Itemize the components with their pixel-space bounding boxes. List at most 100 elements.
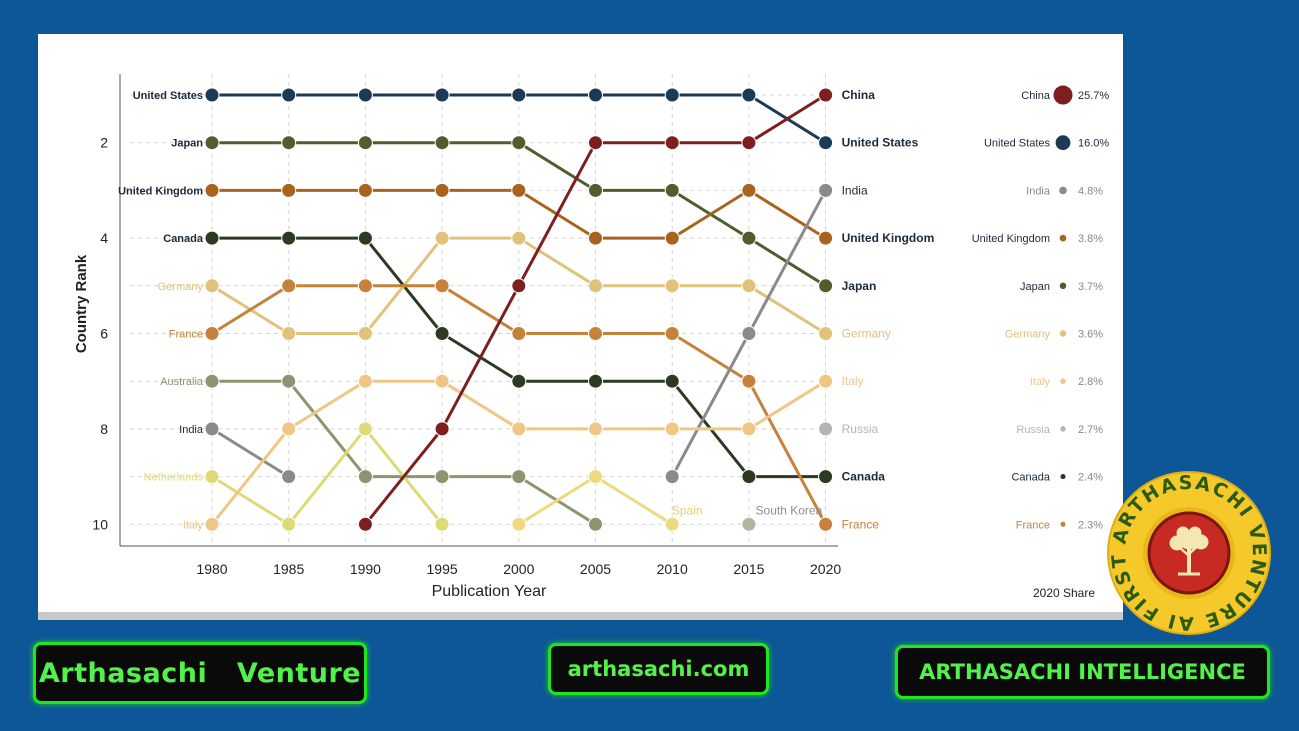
data-point	[511, 230, 527, 246]
y-tick-label: 2	[100, 135, 108, 151]
series-united-kingdom	[204, 182, 834, 246]
data-point	[818, 516, 834, 532]
right-label: United Kingdom	[842, 231, 935, 245]
share-country-label: China	[1021, 90, 1051, 102]
series-italy	[204, 373, 834, 532]
series-south-korea	[741, 516, 757, 532]
left-label: Netherlands	[144, 472, 204, 484]
data-point	[204, 230, 220, 246]
data-point	[204, 135, 220, 151]
data-point	[664, 182, 680, 198]
share-dot	[1059, 473, 1067, 481]
data-point	[281, 469, 297, 485]
data-point	[664, 230, 680, 246]
data-point	[818, 469, 834, 485]
data-point	[204, 326, 220, 341]
data-point	[588, 326, 603, 341]
data-point	[511, 87, 527, 103]
intelligence-badge-label: ARTHASACHI INTELLIGENCE	[919, 660, 1246, 684]
data-point	[741, 373, 757, 389]
data-point	[281, 135, 297, 151]
share-value-label: 2.7%	[1078, 424, 1103, 436]
left-label: Japan	[171, 138, 203, 150]
data-point	[357, 421, 373, 437]
series-spain	[511, 469, 680, 532]
data-point	[741, 469, 757, 485]
left-label: United Kingdom	[118, 185, 203, 197]
data-point	[511, 421, 527, 437]
data-point	[357, 135, 373, 151]
venture-badge: Arthasachi Venture	[33, 642, 367, 704]
data-point	[818, 278, 834, 294]
data-point	[664, 278, 680, 294]
data-point	[204, 182, 220, 198]
data-point	[511, 373, 527, 389]
venture-badge-label: Arthasachi Venture	[38, 657, 362, 689]
data-point	[664, 516, 680, 532]
x-tick-label: 2005	[580, 561, 611, 577]
x-tick-label: 1990	[350, 561, 381, 577]
data-point	[741, 278, 757, 294]
data-point	[281, 87, 297, 103]
data-point	[511, 135, 527, 151]
share-country-label: Italy	[1030, 376, 1051, 388]
share-value-label: 4.8%	[1078, 185, 1103, 197]
data-point	[281, 182, 297, 198]
share-dot	[1058, 185, 1068, 196]
share-dot	[1058, 233, 1068, 243]
share-country-label: France	[1016, 519, 1050, 531]
inline-label: Spain	[672, 503, 703, 517]
data-point	[204, 516, 220, 532]
share-country-label: Germany	[1005, 329, 1051, 341]
left-label: Canada	[163, 233, 204, 245]
data-point	[664, 421, 680, 437]
left-label: United States	[133, 90, 203, 102]
data-point	[357, 230, 373, 246]
data-point	[434, 516, 450, 532]
right-label: Germany	[842, 327, 891, 341]
data-point	[818, 87, 834, 103]
data-point	[664, 326, 680, 341]
data-point	[741, 135, 757, 151]
data-point	[434, 182, 450, 198]
data-point	[588, 278, 603, 294]
share-dot	[1059, 520, 1067, 528]
data-point	[511, 182, 527, 198]
tree-icon	[1169, 526, 1209, 576]
data-point	[741, 182, 757, 198]
right-label: Japan	[842, 279, 877, 293]
left-label: France	[169, 329, 203, 341]
data-point	[204, 373, 220, 389]
data-point	[357, 326, 373, 341]
site-link[interactable]: arthasachi.com	[548, 643, 769, 695]
x-axis-title: Publication Year	[432, 583, 547, 600]
right-label: China	[842, 88, 876, 102]
data-point	[281, 516, 297, 532]
data-point	[204, 469, 220, 485]
data-point	[588, 373, 603, 389]
share-value-label: 3.6%	[1078, 329, 1103, 341]
share-title: 2020 Share	[1033, 586, 1095, 600]
arthasachi-logo: ARTHASACHI VENTURE AI FIRST	[1107, 471, 1271, 635]
data-point	[588, 135, 603, 151]
data-point	[434, 326, 450, 341]
series-france	[204, 278, 834, 532]
right-label: United States	[842, 136, 919, 150]
share-panel: China 25.7% United States 16.0% India 4.8% Uni…	[972, 84, 1109, 600]
y-tick-label: 8	[100, 421, 108, 437]
share-country-label: India	[1026, 185, 1051, 197]
left-label: India	[179, 424, 204, 436]
data-point	[664, 469, 680, 485]
x-tick-label: 2010	[657, 561, 688, 577]
share-value-label: 25.7%	[1078, 90, 1109, 102]
share-value-label: 3.8%	[1078, 233, 1103, 245]
share-dot	[1054, 134, 1072, 152]
share-value-label: 2.8%	[1078, 376, 1103, 388]
series-russia	[818, 421, 834, 437]
data-point	[357, 87, 373, 103]
data-point	[434, 230, 450, 246]
share-value-label: 2.4%	[1078, 472, 1103, 484]
share-country-label: Japan	[1020, 281, 1050, 293]
x-tick-label: 2000	[503, 561, 534, 577]
share-country-label: United States	[984, 138, 1051, 150]
